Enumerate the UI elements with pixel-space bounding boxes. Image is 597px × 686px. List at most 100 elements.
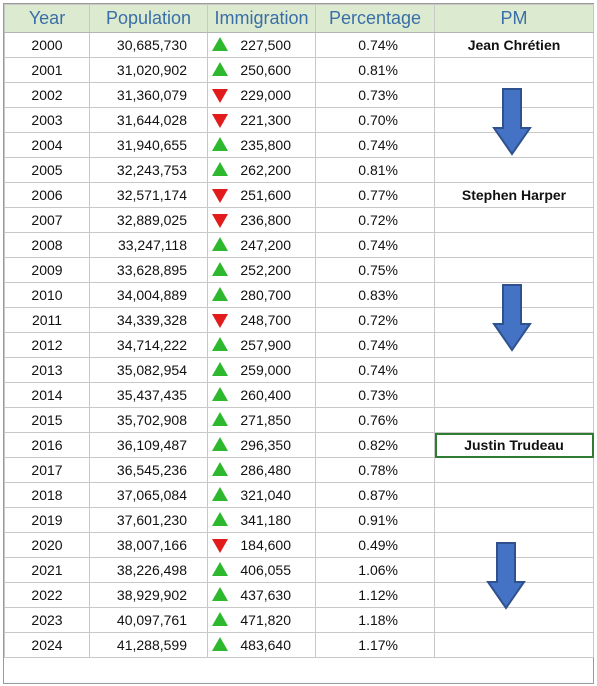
percentage-cell[interactable]: 0.72%	[315, 207, 435, 233]
year-cell[interactable]: 2000	[4, 32, 90, 58]
immigration-cell[interactable]: 471,820	[207, 607, 316, 633]
percentage-cell[interactable]: 1.06%	[315, 557, 435, 583]
immigration-cell[interactable]: 257,900	[207, 332, 316, 358]
year-cell[interactable]: 2018	[4, 482, 90, 508]
population-cell[interactable]: 36,109,487	[89, 432, 208, 458]
pm-cell[interactable]	[434, 457, 594, 483]
population-cell[interactable]: 38,929,902	[89, 582, 208, 608]
pm-cell[interactable]	[434, 632, 594, 658]
percentage-cell[interactable]: 0.75%	[315, 257, 435, 283]
population-cell[interactable]: 38,007,166	[89, 532, 208, 558]
year-cell[interactable]: 2007	[4, 207, 90, 233]
year-cell[interactable]: 2019	[4, 507, 90, 533]
population-cell[interactable]: 34,004,889	[89, 282, 208, 308]
population-cell[interactable]: 36,545,236	[89, 457, 208, 483]
percentage-cell[interactable]: 0.49%	[315, 532, 435, 558]
population-cell[interactable]: 33,628,895	[89, 257, 208, 283]
immigration-cell[interactable]: 271,850	[207, 407, 316, 433]
pm-cell[interactable]	[434, 232, 594, 258]
immigration-cell[interactable]: 321,040	[207, 482, 316, 508]
immigration-cell[interactable]: 235,800	[207, 132, 316, 158]
population-cell[interactable]: 35,702,908	[89, 407, 208, 433]
immigration-cell[interactable]: 251,600	[207, 182, 316, 208]
immigration-cell[interactable]: 184,600	[207, 532, 316, 558]
percentage-cell[interactable]: 0.70%	[315, 107, 435, 133]
population-cell[interactable]: 35,082,954	[89, 357, 208, 383]
year-cell[interactable]: 2013	[4, 357, 90, 383]
immigration-cell[interactable]: 341,180	[207, 507, 316, 533]
year-cell[interactable]: 2010	[4, 282, 90, 308]
pm-cell[interactable]	[434, 482, 594, 508]
header-immigration[interactable]: Immigration	[207, 4, 316, 33]
immigration-cell[interactable]: 248,700	[207, 307, 316, 333]
population-cell[interactable]: 31,360,079	[89, 82, 208, 108]
percentage-cell[interactable]: 0.73%	[315, 382, 435, 408]
pm-cell[interactable]	[434, 507, 594, 533]
immigration-cell[interactable]: 227,500	[207, 32, 316, 58]
percentage-cell[interactable]: 1.17%	[315, 632, 435, 658]
percentage-cell[interactable]: 0.87%	[315, 482, 435, 508]
year-cell[interactable]: 2008	[4, 232, 90, 258]
pm-cell[interactable]	[434, 382, 594, 408]
year-cell[interactable]: 2017	[4, 457, 90, 483]
percentage-cell[interactable]: 0.82%	[315, 432, 435, 458]
pm-cell[interactable]: Jean Chrétien	[434, 32, 594, 58]
year-cell[interactable]: 2002	[4, 82, 90, 108]
year-cell[interactable]: 2016	[4, 432, 90, 458]
immigration-cell[interactable]: 406,055	[207, 557, 316, 583]
percentage-cell[interactable]: 0.81%	[315, 57, 435, 83]
immigration-cell[interactable]: 236,800	[207, 207, 316, 233]
percentage-cell[interactable]: 0.74%	[315, 357, 435, 383]
immigration-cell[interactable]: 221,300	[207, 107, 316, 133]
immigration-cell[interactable]: 296,350	[207, 432, 316, 458]
pm-cell[interactable]	[434, 207, 594, 233]
percentage-cell[interactable]: 0.81%	[315, 157, 435, 183]
percentage-cell[interactable]: 1.12%	[315, 582, 435, 608]
percentage-cell[interactable]: 0.91%	[315, 507, 435, 533]
year-cell[interactable]: 2006	[4, 182, 90, 208]
population-cell[interactable]: 31,644,028	[89, 107, 208, 133]
percentage-cell[interactable]: 0.78%	[315, 457, 435, 483]
header-year[interactable]: Year	[4, 4, 90, 33]
population-cell[interactable]: 38,226,498	[89, 557, 208, 583]
percentage-cell[interactable]: 0.74%	[315, 232, 435, 258]
year-cell[interactable]: 2014	[4, 382, 90, 408]
percentage-cell[interactable]: 0.74%	[315, 32, 435, 58]
pm-cell[interactable]	[434, 357, 594, 383]
year-cell[interactable]: 2012	[4, 332, 90, 358]
year-cell[interactable]: 2003	[4, 107, 90, 133]
immigration-cell[interactable]: 280,700	[207, 282, 316, 308]
pm-cell[interactable]	[434, 57, 594, 83]
year-cell[interactable]: 2020	[4, 532, 90, 558]
year-cell[interactable]: 2009	[4, 257, 90, 283]
header-percentage[interactable]: Percentage	[315, 4, 435, 33]
immigration-cell[interactable]: 437,630	[207, 582, 316, 608]
immigration-cell[interactable]: 262,200	[207, 157, 316, 183]
header-population[interactable]: Population	[89, 4, 208, 33]
pm-cell[interactable]	[434, 157, 594, 183]
pm-cell[interactable]	[434, 607, 594, 633]
population-cell[interactable]: 40,097,761	[89, 607, 208, 633]
population-cell[interactable]: 37,065,084	[89, 482, 208, 508]
immigration-cell[interactable]: 286,480	[207, 457, 316, 483]
immigration-cell[interactable]: 247,200	[207, 232, 316, 258]
percentage-cell[interactable]: 1.18%	[315, 607, 435, 633]
pm-cell[interactable]	[434, 407, 594, 433]
pm-cell[interactable]: Justin Trudeau	[434, 432, 594, 458]
population-cell[interactable]: 33,247,118	[89, 232, 208, 258]
year-cell[interactable]: 2024	[4, 632, 90, 658]
year-cell[interactable]: 2022	[4, 582, 90, 608]
year-cell[interactable]: 2004	[4, 132, 90, 158]
population-cell[interactable]: 32,889,025	[89, 207, 208, 233]
population-cell[interactable]: 31,020,902	[89, 57, 208, 83]
population-cell[interactable]: 34,339,328	[89, 307, 208, 333]
percentage-cell[interactable]: 0.74%	[315, 132, 435, 158]
population-cell[interactable]: 35,437,435	[89, 382, 208, 408]
immigration-cell[interactable]: 260,400	[207, 382, 316, 408]
immigration-cell[interactable]: 259,000	[207, 357, 316, 383]
percentage-cell[interactable]: 0.74%	[315, 332, 435, 358]
percentage-cell[interactable]: 0.76%	[315, 407, 435, 433]
year-cell[interactable]: 2021	[4, 557, 90, 583]
year-cell[interactable]: 2015	[4, 407, 90, 433]
year-cell[interactable]: 2001	[4, 57, 90, 83]
